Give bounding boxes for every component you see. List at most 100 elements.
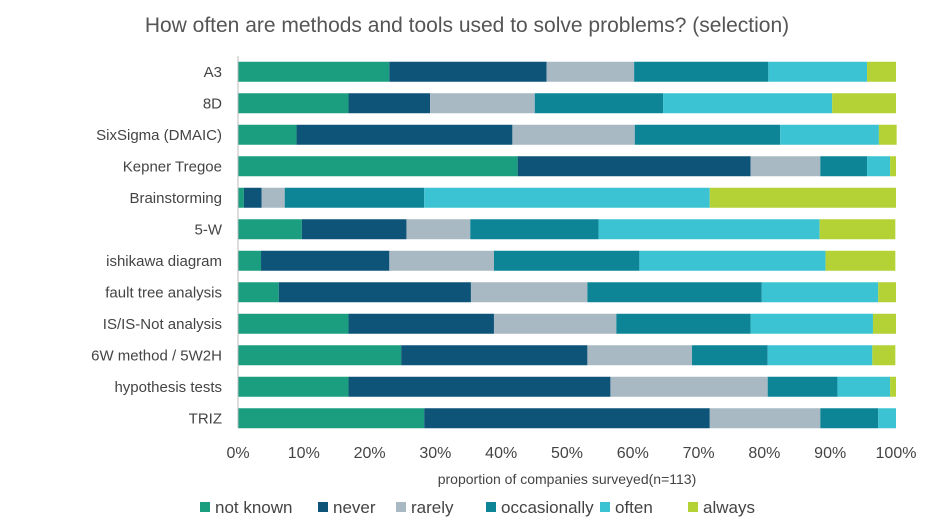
bar-segment-occasionally: [634, 124, 781, 145]
bar-segment-always: [867, 61, 896, 82]
category-labels: A3 8D SixSigma (DMAIC) Kepner Tregoe Brainst…: [91, 64, 223, 428]
bar-segment-rarely: [610, 376, 768, 397]
bar-segment-rarely: [750, 156, 821, 177]
legend-swatch: [200, 502, 210, 512]
x-tick-label: 60%: [617, 445, 649, 462]
bar-segment-always: [878, 124, 897, 145]
legend-swatch: [318, 502, 328, 512]
bar-segment-occasionally: [820, 156, 868, 177]
bar-segment-rarely: [261, 187, 285, 208]
legend-swatch: [486, 502, 496, 512]
bar-segment-never: [389, 61, 547, 82]
category-label: 8D: [203, 95, 222, 112]
x-axis-label: proportion of companies surveyed(n=113): [438, 471, 697, 487]
bar-segment-occasionally: [284, 187, 425, 208]
x-tick-label: 20%: [354, 445, 386, 462]
legend: not known never rarely occasionally often alw…: [200, 498, 755, 517]
bar-segment-rarely: [430, 93, 535, 114]
x-tick-label: 0%: [226, 445, 249, 462]
category-label: 5-W: [195, 221, 223, 238]
bar-segment-not-known: [238, 313, 349, 334]
bar-segment-always: [832, 93, 896, 114]
bar-segment-never: [301, 219, 407, 240]
bar-segment-not-known: [238, 124, 297, 145]
bar-segment-occasionally: [587, 282, 762, 303]
bar-segment-never: [348, 376, 611, 397]
bar-segment-not-known: [238, 345, 402, 366]
bar-segment-never: [348, 313, 494, 334]
x-tick-label: 70%: [683, 445, 715, 462]
bar-segment-not-known: [238, 219, 302, 240]
legend-label: not known: [215, 498, 293, 517]
bar-segment-often: [663, 93, 833, 114]
bar-segment-occasionally: [493, 250, 640, 271]
chart-title: How often are methods and tools used to …: [144, 14, 790, 37]
bar-segment-never: [261, 250, 390, 271]
x-tick-label: 50%: [551, 445, 583, 462]
legend-label: always: [703, 498, 755, 517]
bar-segment-always: [872, 345, 896, 366]
bar-segment-rarely: [587, 345, 693, 366]
bar-segment-never: [278, 282, 471, 303]
bar-segment-occasionally: [616, 313, 751, 334]
bar-segment-often: [639, 250, 826, 271]
bar-segment-never: [296, 124, 513, 145]
legend-label: often: [615, 498, 653, 517]
bar-segment-often: [750, 313, 873, 334]
bar-segment-not-known: [238, 376, 349, 397]
bar-segment-often: [878, 408, 896, 429]
bar-segment-not-known: [238, 408, 425, 429]
bar-segment-not-known: [238, 250, 262, 271]
x-tick-label: 80%: [748, 445, 780, 462]
bar-segment-always: [709, 187, 896, 208]
bar-segment-often: [598, 219, 820, 240]
bar-segment-occasionally: [692, 345, 768, 366]
bar-segment-often: [768, 61, 868, 82]
bar-segment-never: [517, 156, 751, 177]
bar-segment-rarely: [512, 124, 635, 145]
bar-segment-rarely: [546, 61, 635, 82]
bar-segment-often: [837, 376, 891, 397]
bar-segment-occasionally: [820, 408, 879, 429]
legend-swatch: [396, 502, 406, 512]
bar-segment-rarely: [389, 250, 494, 271]
category-label: Kepner Tregoe: [123, 158, 222, 175]
bar-segment-not-known: [238, 61, 390, 82]
bar-segment-always: [878, 282, 896, 303]
bar-segment-always: [872, 313, 896, 334]
bar-segment-occasionally: [634, 61, 769, 82]
category-label: IS/IS-Not analysis: [103, 316, 222, 333]
legend-label: never: [333, 498, 376, 517]
x-tick-label: 100%: [876, 445, 917, 462]
x-tick-labels: 0% 10% 20% 30% 40% 50% 60% 70% 80% 90% 100%: [226, 445, 916, 462]
category-label: TRIZ: [189, 410, 222, 427]
bar-segment-occasionally: [534, 93, 664, 114]
x-tick-label: 30%: [419, 445, 451, 462]
bar-segment-never: [243, 187, 262, 208]
bar-segment-never: [348, 93, 431, 114]
bar-segment-always: [890, 156, 896, 177]
bar-segment-often: [761, 282, 879, 303]
x-tick-label: 90%: [814, 445, 846, 462]
bar-segment-often: [424, 187, 710, 208]
x-tick-label: 40%: [485, 445, 517, 462]
bar-segment-rarely: [406, 219, 471, 240]
bar-segment-never: [424, 408, 710, 429]
legend-label: occasionally: [501, 498, 594, 517]
bar-segment-never: [401, 345, 588, 366]
bar-segment-not-known: [238, 156, 518, 177]
bar-segment-not-known: [238, 282, 279, 303]
bar-segment-rarely: [709, 408, 821, 429]
bar-segment-always: [825, 250, 896, 271]
bar-segment-always: [890, 376, 896, 397]
category-label: ishikawa diagram: [106, 253, 222, 270]
bar-segment-not-known: [238, 187, 244, 208]
category-label: 6W method / 5W2H: [91, 347, 222, 364]
legend-swatch: [688, 502, 698, 512]
bar-segment-occasionally: [470, 219, 599, 240]
bar-segment-rarely: [470, 282, 588, 303]
bar-segment-often: [780, 124, 879, 145]
category-label: Brainstorming: [129, 190, 222, 207]
legend-label: rarely: [411, 498, 454, 517]
